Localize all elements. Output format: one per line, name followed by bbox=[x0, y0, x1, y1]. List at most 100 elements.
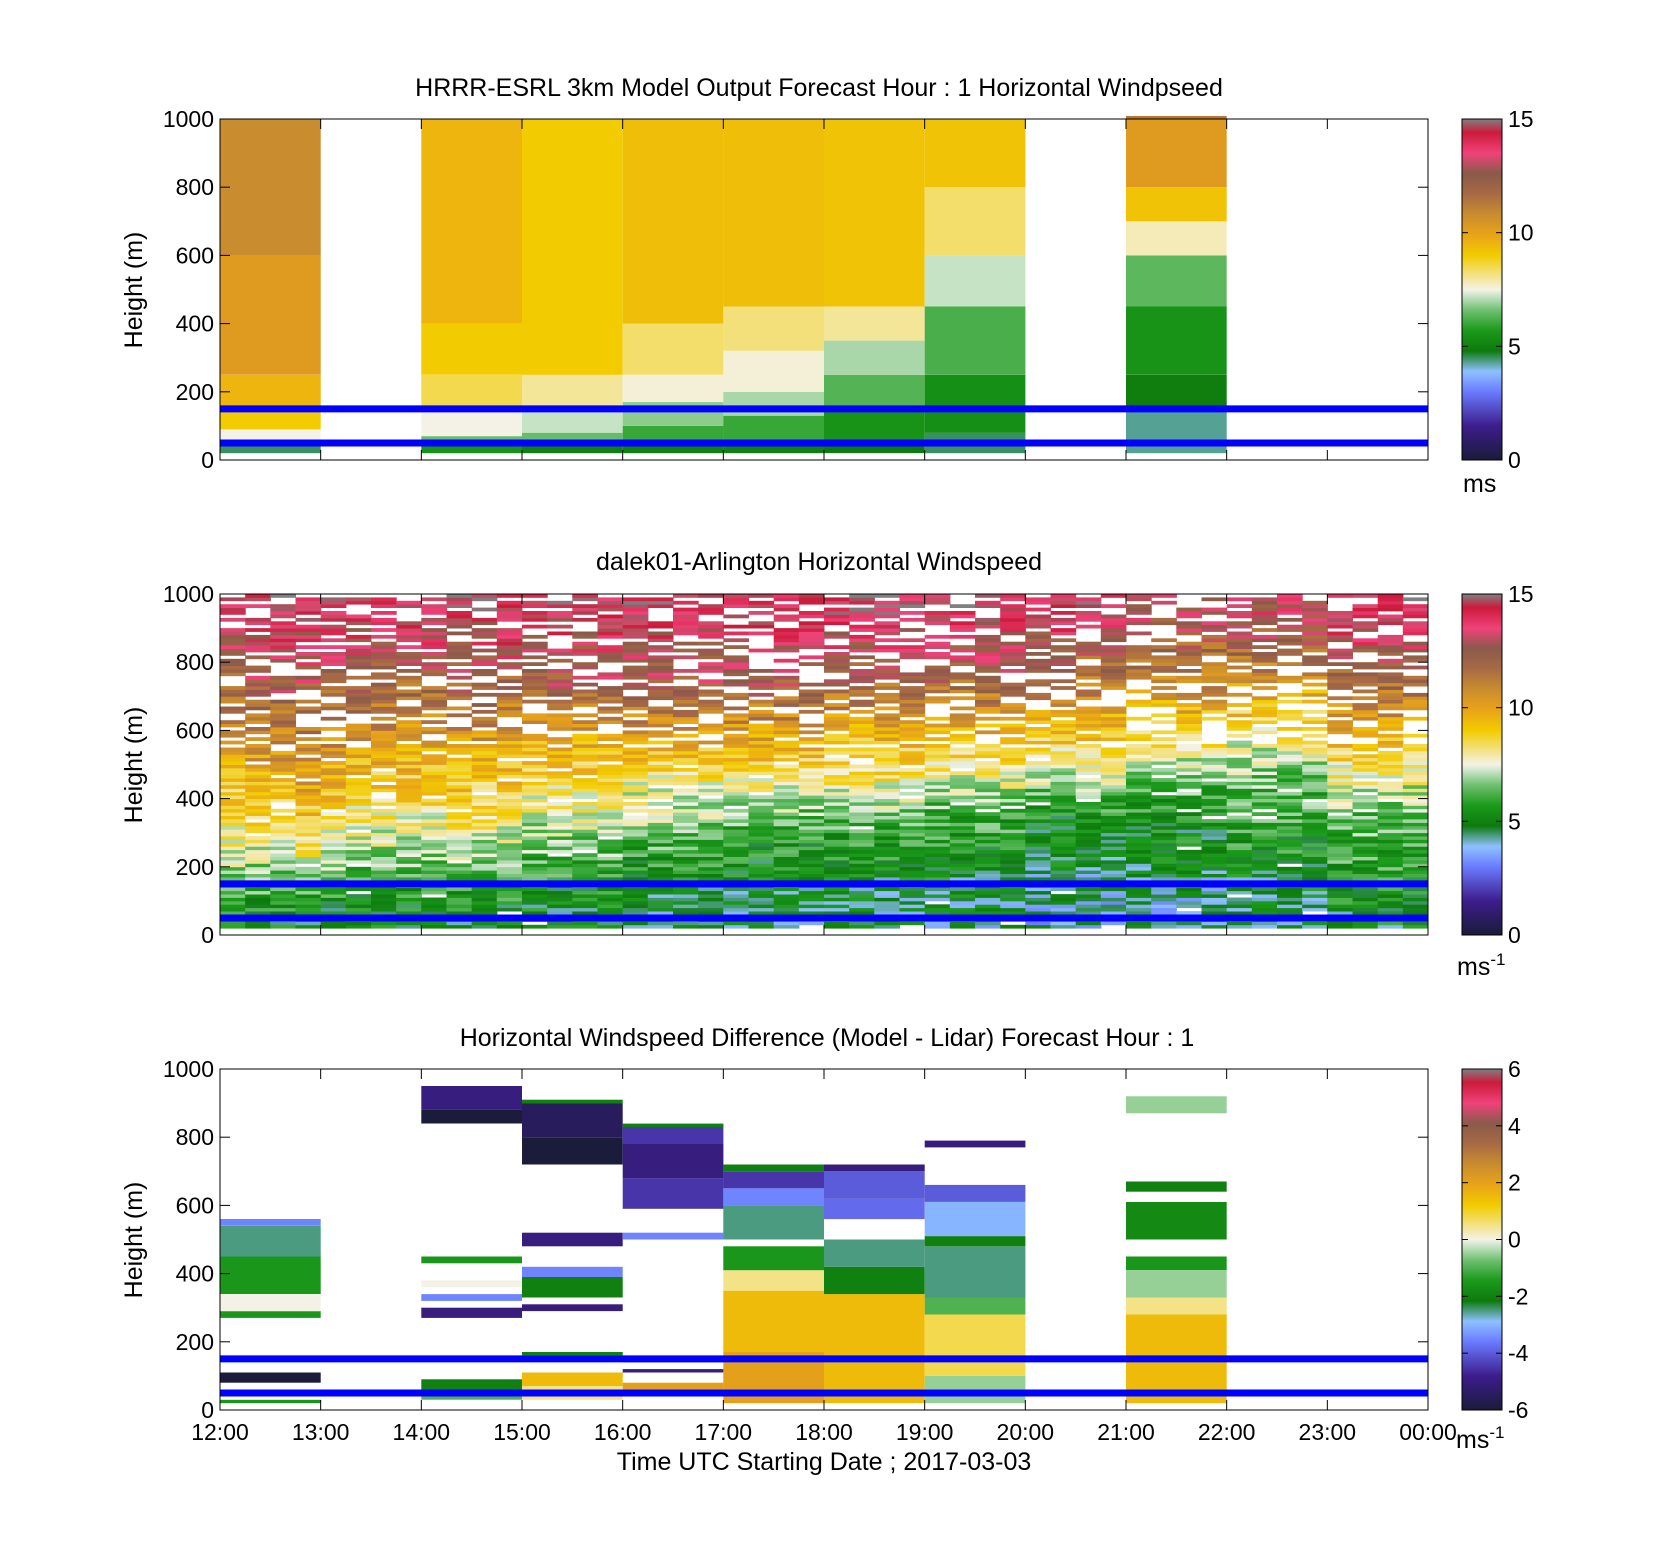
heatmap-cell bbox=[748, 733, 775, 738]
heatmap-cell bbox=[622, 774, 649, 779]
heatmap-cell bbox=[975, 699, 1001, 704]
heatmap-cell bbox=[572, 819, 598, 823]
heatmap-cell bbox=[1126, 802, 1152, 806]
heatmap-cell bbox=[345, 822, 372, 827]
heatmap-cell bbox=[1352, 853, 1379, 857]
heatmap-cell bbox=[1277, 600, 1303, 605]
heatmap-cell bbox=[522, 894, 548, 898]
heatmap-cell bbox=[622, 696, 649, 701]
heatmap-cell bbox=[723, 860, 749, 864]
heatmap-cell bbox=[874, 727, 900, 731]
heatmap-cell bbox=[295, 652, 322, 656]
heatmap-cell bbox=[522, 1277, 623, 1298]
heatmap-cell bbox=[547, 675, 573, 680]
panel-1-title: HRRR-ESRL 3km Model Output Forecast Hour… bbox=[415, 74, 1223, 102]
heatmap-cell bbox=[673, 825, 699, 830]
heatmap-cell bbox=[320, 703, 347, 707]
heatmap-cell bbox=[673, 788, 699, 793]
heatmap-cell bbox=[345, 689, 372, 694]
heatmap-cell bbox=[1302, 863, 1328, 868]
heatmap-cell bbox=[723, 856, 749, 861]
heatmap-cell bbox=[924, 907, 951, 912]
heatmap-cell bbox=[824, 713, 850, 718]
heatmap-cell bbox=[1000, 607, 1026, 612]
heatmap-cell bbox=[245, 812, 271, 816]
heatmap-cell bbox=[899, 781, 926, 786]
heatmap-cell bbox=[295, 737, 322, 741]
heatmap-cell bbox=[1050, 911, 1077, 915]
heatmap-cell bbox=[1302, 802, 1328, 806]
heatmap-cell bbox=[345, 781, 372, 786]
heatmap-cell bbox=[874, 805, 900, 810]
heatmap-cell bbox=[220, 877, 246, 881]
heatmap-cell bbox=[320, 774, 347, 779]
heatmap-cell bbox=[1352, 825, 1379, 830]
heatmap-cell bbox=[371, 846, 397, 851]
heatmap-cell bbox=[924, 921, 951, 926]
heatmap-cell bbox=[396, 819, 422, 823]
heatmap-cell bbox=[647, 706, 674, 711]
heatmap-cell bbox=[622, 836, 649, 840]
heatmap-cell bbox=[723, 757, 749, 762]
heatmap-cell bbox=[698, 669, 724, 673]
heatmap-cell bbox=[270, 836, 296, 840]
heatmap-cell bbox=[849, 791, 875, 796]
heatmap-cell bbox=[1302, 860, 1328, 864]
heatmap-cell bbox=[1176, 860, 1202, 864]
heatmap-cell bbox=[597, 791, 624, 796]
heatmap-cell bbox=[622, 805, 649, 810]
heatmap-cell bbox=[245, 921, 271, 926]
heatmap-cell bbox=[622, 890, 649, 895]
heatmap-cell bbox=[270, 788, 296, 793]
heatmap-cell bbox=[496, 812, 523, 816]
heatmap-cell bbox=[1251, 785, 1278, 789]
heatmap-cell bbox=[320, 849, 347, 854]
heatmap-cell bbox=[874, 730, 900, 735]
heatmap-cell bbox=[1126, 716, 1152, 721]
heatmap-cell bbox=[1327, 669, 1353, 673]
heatmap-cell bbox=[371, 764, 397, 769]
heatmap-cell bbox=[748, 600, 775, 605]
heatmap-cell bbox=[924, 682, 951, 687]
heatmap-cell bbox=[547, 611, 573, 615]
heatmap-cell bbox=[496, 617, 523, 622]
heatmap-cell bbox=[1100, 860, 1127, 864]
heatmap-cell bbox=[975, 921, 1001, 926]
heatmap-cell bbox=[1377, 761, 1404, 765]
heatmap-cell bbox=[1100, 791, 1127, 796]
heatmap-cell bbox=[496, 825, 523, 830]
heatmap-cell bbox=[1100, 836, 1127, 840]
heatmap-cell bbox=[673, 720, 699, 724]
heatmap-cell bbox=[1402, 822, 1429, 827]
heatmap-cell bbox=[320, 825, 347, 830]
heatmap-cell bbox=[547, 791, 573, 796]
heatmap-cell bbox=[673, 614, 699, 619]
heatmap-cell bbox=[220, 1372, 321, 1383]
heatmap-cell bbox=[1352, 594, 1379, 598]
heatmap-cell bbox=[270, 911, 296, 915]
heatmap-cell bbox=[1075, 836, 1102, 840]
y-tick-label: 200 bbox=[176, 854, 214, 880]
heatmap-cell bbox=[446, 696, 473, 701]
heatmap-cell bbox=[1251, 924, 1278, 929]
heatmap-cell bbox=[522, 846, 548, 851]
heatmap-cell bbox=[1352, 836, 1379, 840]
heatmap-cell bbox=[1377, 860, 1404, 864]
heatmap-cell bbox=[245, 665, 271, 670]
heatmap-cell bbox=[723, 1164, 824, 1172]
heatmap-cell bbox=[849, 863, 875, 868]
heatmap-cell bbox=[622, 1232, 724, 1240]
heatmap-cell bbox=[245, 720, 271, 724]
heatmap-cell bbox=[597, 634, 624, 639]
heatmap-cell bbox=[1025, 853, 1051, 857]
heatmap-cell bbox=[949, 911, 976, 915]
heatmap-cell bbox=[647, 873, 674, 878]
heatmap-cell bbox=[723, 842, 749, 847]
heatmap-cell bbox=[924, 887, 951, 892]
heatmap-cell bbox=[1176, 662, 1202, 666]
heatmap-cell bbox=[1377, 853, 1404, 857]
heatmap-cell bbox=[824, 1164, 925, 1172]
heatmap-cell bbox=[446, 648, 473, 653]
heatmap-cell bbox=[798, 723, 825, 728]
